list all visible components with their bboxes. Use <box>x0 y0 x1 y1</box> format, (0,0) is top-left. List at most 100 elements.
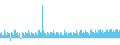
Bar <box>59 35 60 37</box>
Bar <box>38 30 40 37</box>
Bar <box>102 30 103 37</box>
Bar <box>10 37 11 40</box>
Bar <box>0 33 1 37</box>
Bar <box>82 33 83 37</box>
Bar <box>6 35 7 37</box>
Bar <box>30 35 31 37</box>
Bar <box>13 35 14 37</box>
Bar <box>52 33 53 37</box>
Bar <box>47 31 48 37</box>
Bar <box>79 31 80 37</box>
Bar <box>110 28 112 37</box>
Bar <box>94 33 95 37</box>
Bar <box>41 33 42 37</box>
Bar <box>74 33 76 37</box>
Bar <box>28 30 29 37</box>
Bar <box>50 31 52 37</box>
Bar <box>88 33 89 37</box>
Bar <box>114 31 115 37</box>
Bar <box>5 33 6 37</box>
Bar <box>85 30 86 37</box>
Bar <box>118 31 119 37</box>
Bar <box>44 33 46 37</box>
Bar <box>7 31 8 37</box>
Bar <box>64 30 65 37</box>
Bar <box>43 30 44 37</box>
Bar <box>108 31 109 37</box>
Bar <box>106 30 107 37</box>
Bar <box>2 35 4 37</box>
Bar <box>48 33 49 37</box>
Bar <box>42 4 43 37</box>
Bar <box>49 35 50 37</box>
Bar <box>73 31 74 37</box>
Bar <box>116 28 118 37</box>
Bar <box>32 33 34 37</box>
Bar <box>96 31 97 37</box>
Bar <box>62 35 64 37</box>
Bar <box>80 30 82 37</box>
Bar <box>77 33 78 37</box>
Bar <box>115 30 116 37</box>
Bar <box>53 30 54 37</box>
Bar <box>17 31 18 37</box>
Bar <box>112 31 113 37</box>
Bar <box>31 31 32 37</box>
Bar <box>113 30 114 37</box>
Bar <box>20 37 22 39</box>
Bar <box>56 31 58 37</box>
Bar <box>70 31 71 37</box>
Bar <box>23 33 24 37</box>
Bar <box>14 30 16 37</box>
Bar <box>24 35 25 37</box>
Bar <box>71 33 72 37</box>
Bar <box>107 28 108 37</box>
Bar <box>22 31 23 37</box>
Bar <box>19 33 20 37</box>
Bar <box>86 31 88 37</box>
Bar <box>98 30 100 37</box>
Bar <box>101 31 102 37</box>
Bar <box>11 31 12 37</box>
Bar <box>95 30 96 37</box>
Bar <box>55 35 56 37</box>
Bar <box>1 31 2 37</box>
Bar <box>91 28 92 37</box>
Bar <box>40 31 41 37</box>
Bar <box>61 33 62 37</box>
Bar <box>37 35 38 37</box>
Bar <box>72 35 73 37</box>
Bar <box>97 33 98 37</box>
Bar <box>54 33 55 37</box>
Bar <box>4 30 5 37</box>
Bar <box>66 31 67 37</box>
Bar <box>103 33 104 37</box>
Bar <box>34 35 35 37</box>
Bar <box>18 35 19 37</box>
Bar <box>35 31 36 37</box>
Bar <box>16 33 17 37</box>
Bar <box>12 33 13 37</box>
Bar <box>89 35 90 37</box>
Bar <box>60 31 61 37</box>
Bar <box>26 33 28 37</box>
Bar <box>58 33 59 37</box>
Bar <box>76 30 77 37</box>
Bar <box>29 33 30 37</box>
Bar <box>84 33 85 37</box>
Bar <box>90 30 91 37</box>
Bar <box>25 31 26 37</box>
Bar <box>65 33 66 37</box>
Bar <box>67 35 68 37</box>
Bar <box>119 30 120 37</box>
Bar <box>92 31 94 37</box>
Bar <box>109 30 110 37</box>
Bar <box>78 35 79 37</box>
Bar <box>83 31 84 37</box>
Bar <box>100 28 101 37</box>
Bar <box>68 33 70 37</box>
Bar <box>36 33 37 37</box>
Bar <box>104 31 106 37</box>
Bar <box>8 33 10 37</box>
Bar <box>46 35 47 37</box>
